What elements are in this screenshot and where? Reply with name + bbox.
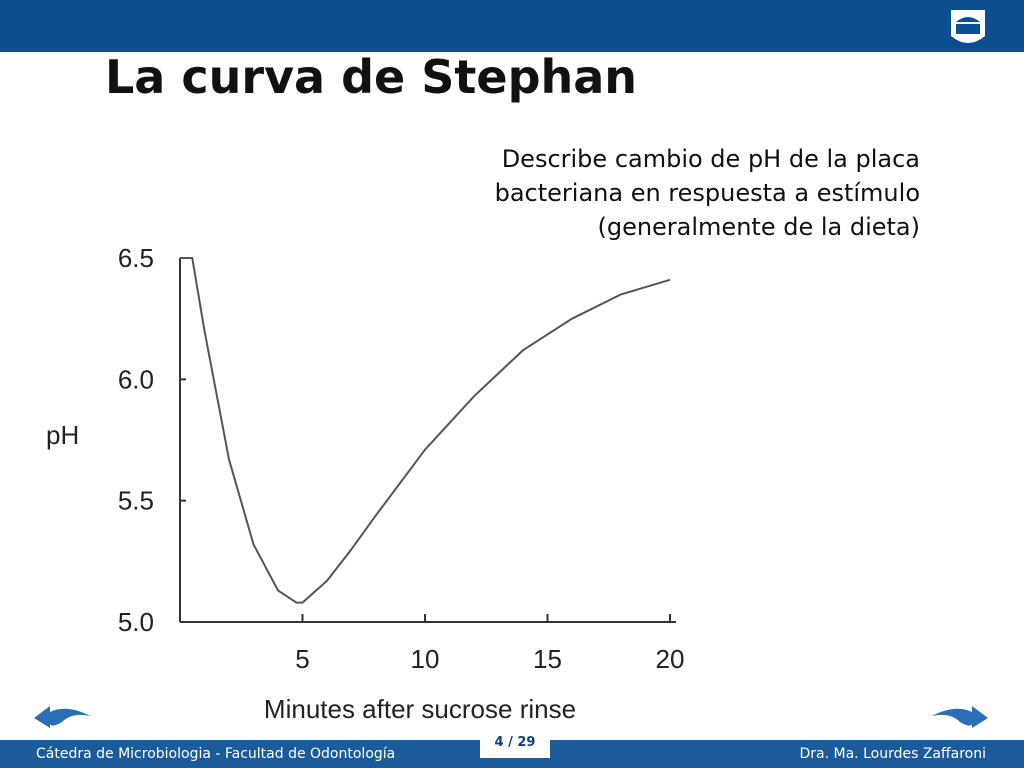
top-bar (0, 0, 1024, 52)
chart: 5.0 5.5 6.0 6.5 5 10 15 20 pH Minutes after sucro… (46, 243, 685, 724)
description-line: bacteriana en respuesta a estímulo (494, 179, 920, 207)
logo (951, 10, 985, 43)
x-tick-label: 10 (411, 644, 440, 674)
description-line: (generalmente de la dieta) (597, 213, 920, 241)
slide-title: La curva de Stephan (105, 50, 638, 104)
y-axis-label: pH (46, 420, 79, 450)
x-tick-label: 15 (533, 644, 562, 674)
description: Describe cambio de pH de la placa bacter… (495, 142, 920, 244)
y-tick-label: 6.0 (118, 364, 154, 394)
x-axis-label: Minutes after sucrose rinse (264, 694, 576, 724)
y-tick-label: 6.5 (118, 243, 154, 273)
x-tick-label: 5 (295, 644, 309, 674)
y-tick-label: 5.5 (118, 486, 154, 516)
footer-right: Dra. Ma. Lourdes Zaffaroni (799, 746, 987, 762)
footer: Cátedra de Microbiologia - Facultad de O… (0, 732, 1024, 768)
y-tick-label: 5.0 (118, 607, 154, 637)
ph-curve (180, 257, 671, 604)
x-tick-label: 20 (656, 644, 685, 674)
footer-left: Cátedra de Microbiologia - Facultad de O… (36, 746, 396, 762)
next-button[interactable] (930, 700, 990, 730)
page-number: 4 / 29 (480, 732, 550, 758)
prev-button[interactable] (32, 700, 92, 730)
description-line: Describe cambio de pH de la placa (501, 145, 920, 173)
